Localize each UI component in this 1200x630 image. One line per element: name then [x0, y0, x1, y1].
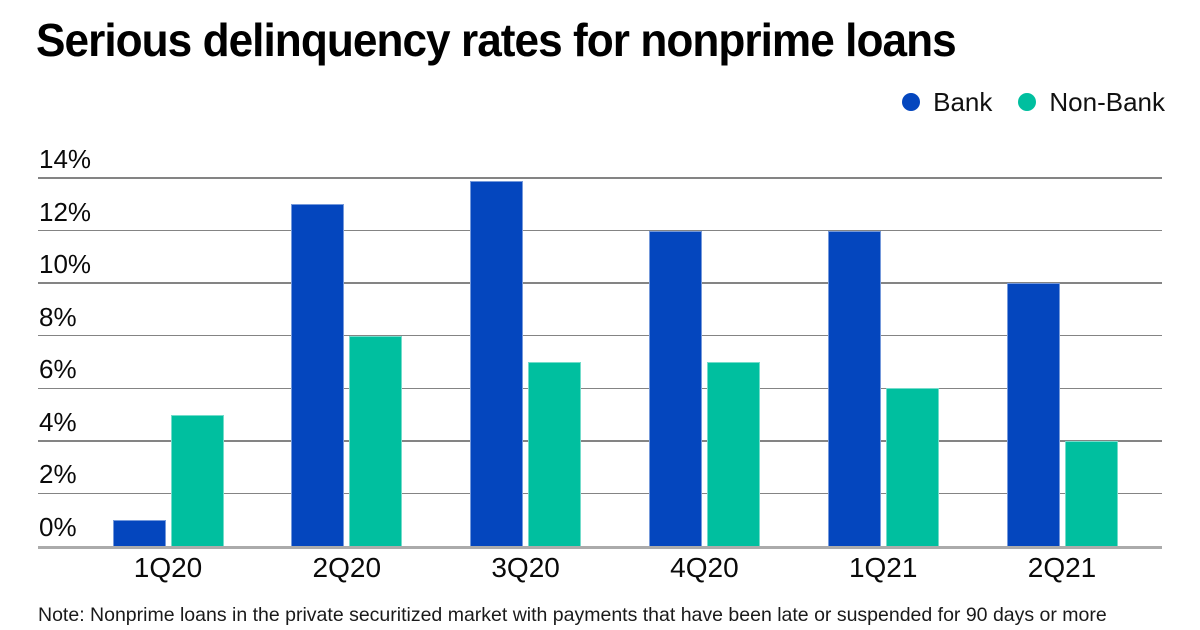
y-tick-label-12pct: 12%	[39, 196, 92, 227]
legend: Bank Non-Bank	[902, 89, 1165, 115]
gridline-6pct	[38, 387, 1162, 390]
bar-bank-2Q20	[291, 204, 345, 546]
bar-nonbank-4Q20	[706, 362, 760, 546]
bar-nonbank-2Q21	[1064, 440, 1118, 546]
y-tick-label-4pct: 4%	[39, 406, 77, 437]
bar-bank-3Q20	[470, 180, 524, 546]
legend-item-bank: Bank	[902, 89, 992, 115]
legend-label-bank: Bank	[933, 87, 993, 117]
bar-group-1Q20	[112, 414, 224, 546]
y-tick-label-8pct: 8%	[39, 301, 77, 332]
gridline-4pct	[38, 440, 1162, 442]
bar-bank-1Q21	[827, 230, 881, 546]
bar-group-4Q20	[648, 230, 760, 546]
gridline-8pct	[38, 334, 1162, 337]
y-tick-label-14pct: 14%	[39, 144, 92, 174]
x-axis-label-2Q21: 2Q21	[1027, 552, 1097, 583]
y-tick-label-6pct: 6%	[39, 354, 77, 385]
bar-nonbank-3Q20	[528, 362, 582, 546]
bar-nonbank-2Q20	[349, 335, 403, 546]
x-axis-label-1Q21: 1Q21	[848, 552, 918, 583]
bar-group-3Q20	[470, 180, 582, 546]
x-axis-label-3Q20: 3Q20	[491, 552, 560, 583]
bar-group-2Q21	[1006, 283, 1118, 546]
plot-area: 0% 2% 4% 6% 8% 10% 12% 14% 1Q20 2Q20 3Q20 4Q20 1Q21 2…	[38, 146, 1162, 583]
nonbank-legend-dot-icon	[1018, 93, 1037, 111]
gridline-12pct	[38, 229, 1162, 232]
legend-item-nonbank: Non-Bank	[1018, 89, 1165, 115]
bar-bank-2Q21	[1006, 283, 1060, 546]
y-tick-label-2pct: 2%	[39, 459, 77, 490]
x-axis-baseline	[38, 546, 1162, 549]
gridline-14pct	[38, 177, 1162, 179]
chart-title: Serious delinquency rates for nonprime l…	[36, 14, 957, 66]
y-tick-label-0pct: 0%	[39, 512, 77, 542]
gridline-10pct	[38, 282, 1162, 284]
legend-label-nonbank: Non-Bank	[1049, 87, 1165, 117]
x-axis-label-1Q20: 1Q20	[133, 552, 203, 583]
bar-bank-4Q20	[648, 230, 702, 546]
bar-nonbank-1Q20	[170, 414, 224, 546]
gridline-2pct	[38, 492, 1162, 495]
bar-group-1Q21	[827, 230, 939, 546]
x-axis-label-2Q20: 2Q20	[312, 552, 382, 583]
bar-group-2Q20	[291, 204, 403, 546]
bar-nonbank-1Q21	[885, 388, 939, 546]
footnote: Note: Nonprime loans in the private secu…	[38, 604, 1107, 626]
y-tick-label-10pct: 10%	[39, 249, 92, 280]
bank-legend-dot-icon	[902, 93, 921, 111]
x-axis-label-4Q20: 4Q20	[670, 552, 739, 583]
bar-bank-1Q20	[112, 519, 166, 546]
